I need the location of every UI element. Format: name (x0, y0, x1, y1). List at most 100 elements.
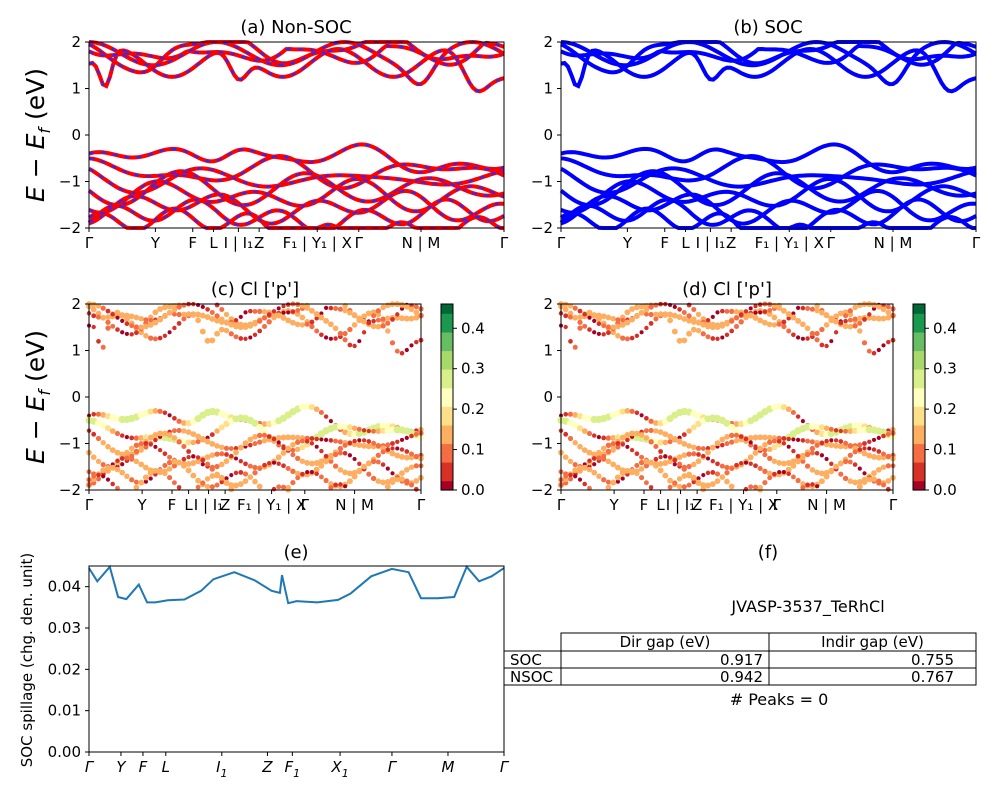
colorbar-segment (913, 359, 925, 365)
projection-point (662, 472, 669, 479)
projection-point (657, 460, 664, 467)
projection-point (380, 427, 387, 434)
projection-point (281, 444, 286, 449)
projection-point (114, 449, 121, 456)
projection-point (777, 469, 782, 475)
projection-point (639, 454, 645, 460)
projection-point (323, 414, 329, 419)
projection-point (629, 408, 635, 414)
projection-point (652, 438, 660, 445)
projection-point (190, 472, 197, 479)
projection-point (375, 459, 381, 465)
projection-point (695, 319, 702, 326)
projection-point (371, 318, 376, 324)
projection-point (304, 438, 310, 444)
projection-point (336, 423, 344, 430)
projection-point (653, 456, 659, 462)
projection-point (328, 305, 334, 311)
projection-point (720, 335, 725, 340)
projection-point (375, 428, 382, 434)
projection-point (157, 408, 163, 414)
x-tick-label: F₁ | Y₁ | X (755, 234, 824, 252)
projection-point (648, 485, 654, 490)
projection-point (567, 411, 574, 417)
x-tick-label: N | M (402, 234, 441, 252)
projection-point (634, 451, 640, 457)
projection-point (876, 435, 881, 441)
projection-point (871, 447, 877, 452)
projection-point (715, 336, 720, 341)
projection-point (724, 332, 730, 338)
projection-point (577, 308, 583, 314)
projection-point (242, 440, 249, 447)
projection-point (771, 444, 778, 451)
table-header-indir: Indir gap (eV) (821, 633, 924, 651)
projection-point (620, 476, 625, 481)
x-tick-label: Γ (889, 496, 898, 514)
projection-point (857, 315, 863, 321)
projection-point (629, 430, 636, 437)
projection-point (615, 323, 621, 330)
projection-point (629, 467, 635, 474)
colorbar-segment (913, 304, 925, 310)
projection-point (705, 323, 711, 330)
projection-point (124, 331, 129, 336)
x-tick-label: N | M (335, 496, 374, 514)
projection-point (413, 463, 419, 469)
projection-point (885, 314, 892, 321)
projection-point (242, 471, 249, 477)
projection-point (290, 447, 296, 453)
projection-point (347, 440, 353, 446)
x-tick-label: I | I₁ (194, 496, 223, 514)
projection-point (781, 470, 786, 475)
colorbar-segment (441, 452, 453, 458)
projection-point (233, 456, 239, 461)
projection-point (390, 317, 395, 322)
projection-point (624, 431, 631, 438)
projection-point (838, 471, 844, 477)
projection-point (610, 441, 616, 447)
projection-point (148, 335, 154, 341)
projection-point (791, 332, 796, 338)
projection-point (705, 446, 711, 451)
projection-point (361, 442, 368, 449)
projection-point (691, 316, 697, 322)
projection-point (304, 305, 311, 311)
projection-point (129, 435, 135, 441)
projection-point (681, 337, 688, 344)
projection-point (276, 461, 281, 466)
projection-point (152, 336, 158, 342)
projection-point (866, 314, 873, 321)
projection-point (100, 305, 106, 311)
projection-point (299, 438, 305, 444)
colorbar-segment (441, 359, 453, 365)
projection-point (791, 448, 796, 454)
projection-point (762, 447, 768, 453)
x-tick-label: I | I₁ (666, 496, 695, 514)
projection-point (275, 434, 282, 441)
projection-point (748, 440, 753, 445)
projection-point (162, 451, 168, 457)
projection-point (95, 314, 102, 320)
projection-point (648, 459, 654, 466)
projection-point (724, 308, 730, 314)
colorbar-segment (913, 406, 925, 412)
projection-point (786, 316, 791, 321)
projection-point (356, 468, 363, 475)
colorbar-segment (913, 415, 925, 421)
colorbar-segment (441, 471, 453, 477)
projection-point (105, 477, 111, 482)
projection-point (242, 324, 249, 330)
projection-point (399, 476, 405, 482)
colorbar-segment (441, 420, 453, 426)
projection-point (323, 305, 329, 311)
projection-point (172, 325, 177, 331)
projection-point (133, 479, 139, 485)
x-tick-label: Y (622, 234, 633, 252)
projection-point (342, 337, 348, 343)
projection-point (157, 316, 164, 323)
projection-point (648, 427, 654, 433)
projection-point (700, 446, 706, 452)
projection-point (95, 310, 102, 317)
projection-point (733, 432, 740, 438)
